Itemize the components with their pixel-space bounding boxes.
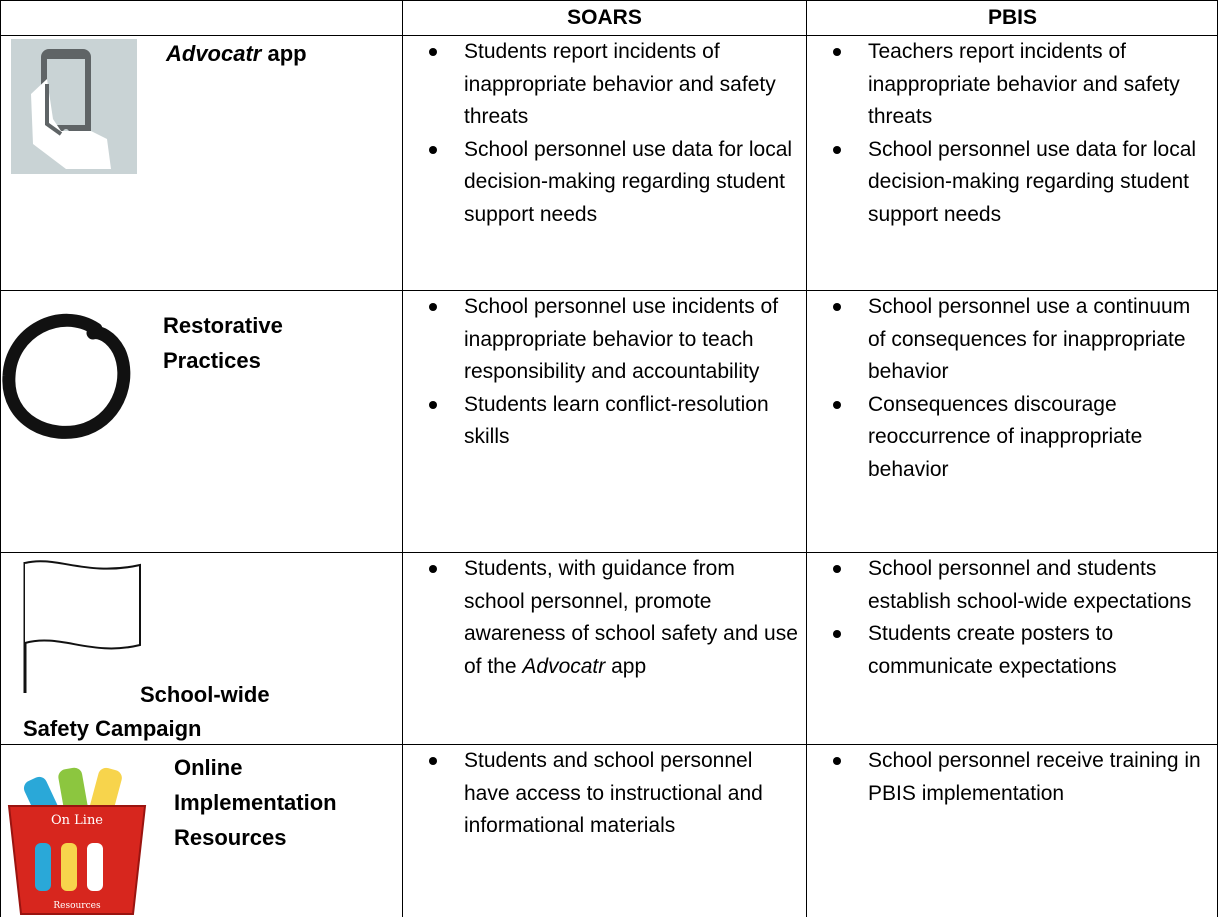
bullet-list: School personnel receive training in PBI… — [807, 745, 1218, 810]
label-cell: On Line Resources Online Implementation Re… — [1, 745, 402, 917]
bullet-list: Students report incidents of inappropria… — [403, 36, 806, 231]
bullet-item: Students report incidents of inappropria… — [403, 36, 806, 134]
label-line: School-wide — [140, 677, 270, 712]
text-segment: app — [261, 41, 307, 66]
label-line: Safety Campaign — [23, 711, 202, 746]
text: Teachers report incidents of inappropria… — [868, 40, 1180, 128]
label-line: Advocatr app — [166, 36, 307, 71]
circle-icon — [2, 313, 131, 439]
pbis-cell: School personnel receive training in PBI… — [806, 745, 1218, 917]
pbis-cell: School personnel and students establish … — [806, 553, 1218, 745]
bullet-list: Students, with guidance from school pers… — [403, 553, 806, 683]
text: School personnel use incidents of inappr… — [464, 295, 779, 383]
text-segment: Advocatr — [522, 654, 606, 678]
text: Students report incidents of inappropria… — [464, 40, 776, 128]
bullet-item: School personnel and students establish … — [807, 553, 1218, 618]
text: Consequences discourage reoccurrence of … — [868, 392, 1143, 481]
text: School personnel and students establish … — [868, 557, 1192, 613]
bullet-list: School personnel use incidents of inappr… — [403, 291, 806, 454]
text: School personnel receive training in PBI… — [868, 749, 1201, 805]
soars-cell: Students and school personnel have acces… — [402, 745, 806, 917]
flag-icon — [23, 560, 141, 693]
header-cell: SOARS — [402, 1, 806, 36]
bullet-item: Consequences discourage reoccurrence of … — [807, 389, 1218, 487]
text: School-wide — [140, 682, 270, 707]
text-segment: app — [605, 654, 647, 678]
label-cell: School-wide Safety Campaign — [1, 553, 402, 745]
soars-cell: School personnel use incidents of inappr… — [402, 291, 806, 553]
bullet-list: Teachers report incidents of inappropria… — [807, 36, 1218, 231]
label-line: Online — [174, 750, 242, 785]
bullet-item: School personnel use a continuum of cons… — [807, 291, 1218, 389]
label-line: Implementation — [174, 785, 337, 820]
phone-icon — [11, 39, 137, 174]
bullet-item: Students, with guidance from school pers… — [403, 553, 806, 683]
text: School personnel use data for local deci… — [868, 137, 1197, 226]
pbis-cell: Teachers report incidents of inappropria… — [806, 36, 1218, 291]
label-line: Practices — [163, 343, 261, 378]
text: Practices — [163, 348, 261, 373]
text-segment: Advocatr — [166, 41, 262, 66]
table-row: Advocatr app Students report incidents o… — [0, 35, 1218, 291]
table-row: On Line Resources Online Implementation Re… — [0, 744, 1218, 917]
bullet-item: School personnel use data for local deci… — [807, 134, 1218, 232]
icon-text: Resources — [53, 901, 101, 911]
text: Students create posters to communicate e… — [868, 622, 1117, 678]
table-row: School-wide Safety Campaign Students, wit… — [0, 552, 1218, 745]
bullet-item: School personnel use incidents of inappr… — [403, 291, 806, 389]
text: Restorative — [163, 313, 283, 338]
bullet-list: Students and school personnel have acces… — [403, 745, 806, 843]
icon-text: On Line — [51, 813, 103, 828]
label-line: Restorative — [163, 308, 283, 343]
bullet-item: Students learn conflict-resolution skill… — [403, 389, 806, 454]
bullet-item: Students create posters to communicate e… — [807, 618, 1218, 683]
header-row: SOARS PBIS — [0, 0, 1218, 36]
label-line: Resources — [174, 820, 287, 855]
text: Resources — [174, 825, 287, 850]
bullet-item: Teachers report incidents of inappropria… — [807, 36, 1218, 134]
bullet-list: School personnel use a continuum of cons… — [807, 291, 1218, 486]
label-cell: Advocatr app — [1, 36, 402, 291]
bullet-item: School personnel receive training in PBI… — [807, 745, 1218, 810]
text-segment: Students, with guidance from school pers… — [464, 557, 798, 678]
text: Implementation — [174, 790, 337, 815]
soars-cell: Students report incidents of inappropria… — [402, 36, 806, 291]
header-cell: PBIS — [806, 1, 1218, 36]
text: Safety Campaign — [23, 716, 202, 741]
resources-icon: On Line Resources — [7, 767, 147, 915]
table-row: Restorative Practices School personnel us… — [0, 290, 1218, 553]
pbis-cell: School personnel use a continuum of cons… — [806, 291, 1218, 553]
bullet-item: School personnel use data for local deci… — [403, 134, 806, 232]
text: School personnel use data for local deci… — [464, 137, 793, 226]
text: Students and school personnel have acces… — [464, 749, 763, 837]
soars-cell: Students, with guidance from school pers… — [402, 553, 806, 745]
bullet-item: Students and school personnel have acces… — [403, 745, 806, 843]
text: School personnel use a continuum of cons… — [868, 295, 1191, 383]
label-cell: Restorative Practices — [1, 291, 402, 553]
text: Students learn conflict-resolution skill… — [464, 392, 769, 449]
text: Online — [174, 755, 243, 780]
bullet-list: School personnel and students establish … — [807, 553, 1218, 683]
header-cell — [1, 1, 402, 36]
